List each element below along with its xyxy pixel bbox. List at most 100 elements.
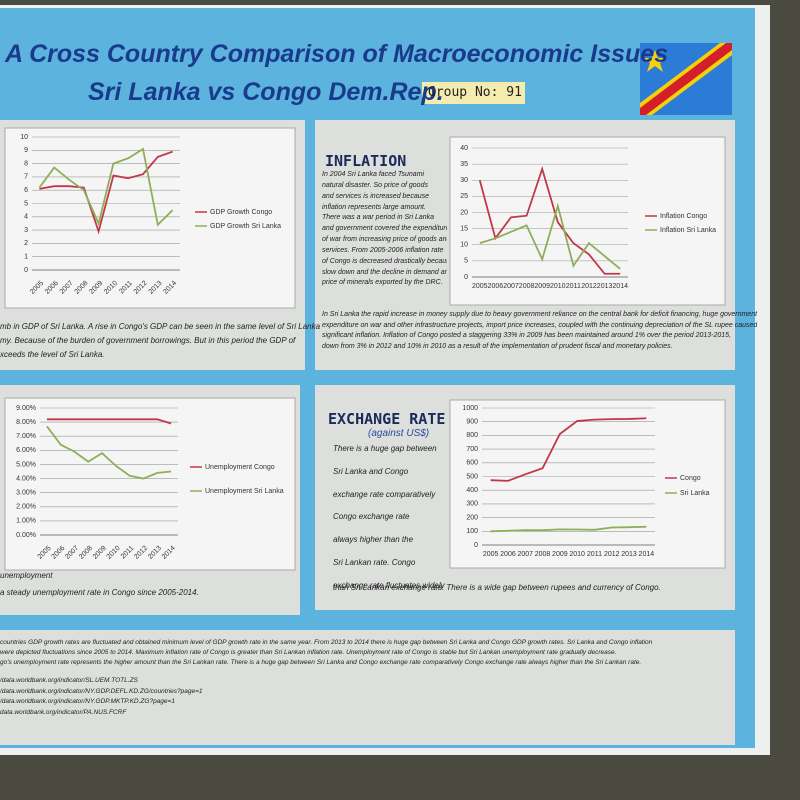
text-line: significant inflation. Inflation of Cong… xyxy=(322,332,732,339)
chart-box xyxy=(449,399,726,569)
text-line: of Congo is decreased drastically becaus… xyxy=(322,257,447,265)
subtitle: Sri Lanka vs Congo Dem.Rep. xyxy=(88,78,444,106)
y-tick-label: 5 xyxy=(24,200,28,207)
series-line xyxy=(46,418,172,425)
text-line: services. From 2005-2006 inflation rate xyxy=(322,246,444,254)
y-tick-label: 0 xyxy=(474,542,478,549)
chart-box xyxy=(4,127,296,309)
title: A Cross Country Comparison of Macroecono… xyxy=(5,40,669,68)
legend-label: Sri Lanka xyxy=(680,490,710,497)
text-line: down from 3% in 2012 and 10% in 2010 as … xyxy=(322,342,673,350)
series-line xyxy=(46,425,172,480)
legend-label: Inflation Congo xyxy=(660,213,707,220)
series-line xyxy=(490,525,647,533)
y-tick-label: 2.00% xyxy=(16,504,36,511)
y-tick-label: 6 xyxy=(24,187,28,194)
y-tick-label: 7.00% xyxy=(16,433,36,440)
x-tick-label: 2011 xyxy=(566,283,581,290)
text-block: mb in GDP of Sri Lanka. A rise in Congo'… xyxy=(0,320,320,362)
y-tick-label: 0 xyxy=(24,267,28,274)
x-tick-label: 2005 xyxy=(483,551,499,558)
x-tick-label: 2006 xyxy=(500,551,516,558)
text-line: Congo exchange rate xyxy=(333,512,410,522)
y-tick-label: 4.00% xyxy=(16,475,36,482)
x-tick-label: 2010 xyxy=(550,283,566,290)
text-line: unemployment xyxy=(0,571,53,580)
text-line: /data.worldbank.org/indicator/SL.UEM.TOT… xyxy=(0,677,138,684)
y-tick-label: 5.00% xyxy=(16,461,36,468)
x-tick-label: 2012 xyxy=(581,283,597,290)
text-line: Sri Lanka and Congo xyxy=(333,466,409,476)
text-block: There is a huge gap between Sri Lanka and… xyxy=(333,438,445,598)
y-tick-label: 2 xyxy=(24,240,28,247)
text-line: my. Because of the burden of government … xyxy=(0,336,296,345)
x-tick-label: 2013 xyxy=(597,283,613,290)
text-line: always higher than the xyxy=(333,535,414,545)
y-tick-label: 4 xyxy=(24,214,28,221)
y-tick-label: 300 xyxy=(466,501,478,508)
legend-label: Congo xyxy=(680,475,701,482)
legend-label: Inflation Sri Lanka xyxy=(660,227,716,234)
text-block: countries GDP growth rates are fluctuate… xyxy=(0,638,730,667)
group-label: Group No: 91 xyxy=(428,85,522,100)
text-line: xceeds the level of Sri Lanka. xyxy=(0,350,105,359)
text-line: a steady unemployment rate in Congo sinc… xyxy=(0,587,199,597)
y-tick-label: 500 xyxy=(466,473,478,480)
y-tick-label: 5 xyxy=(464,258,468,265)
group-box xyxy=(422,82,525,104)
x-tick-label: 2013 xyxy=(621,551,637,558)
series-line xyxy=(478,165,621,275)
y-tick-label: 1.00% xyxy=(16,518,36,525)
text-line: countries GDP growth rates are fluctuate… xyxy=(0,639,653,646)
y-tick-label: 200 xyxy=(466,514,478,521)
text-block: than Sri Lankan exchange rate. There is … xyxy=(333,582,661,594)
text-line: /data.worldbank.org/indicator/NY.GDP.DEF… xyxy=(0,687,203,695)
text-line: than Sri Lankan exchange rate. There is … xyxy=(333,583,661,592)
y-tick-label: 400 xyxy=(466,487,478,494)
series-line xyxy=(38,147,174,227)
y-tick-label: 1 xyxy=(24,254,28,261)
x-tick-label: 2006 xyxy=(488,283,504,290)
text-line: Sri Lankan rate. Congo xyxy=(333,557,416,567)
x-tick-label: 2014 xyxy=(639,551,655,558)
y-tick-label: 8 xyxy=(24,160,28,167)
x-tick-label: 2014 xyxy=(612,283,628,290)
chart-box xyxy=(4,397,296,571)
text-line: In 2004 Sri Lanka faced Tsunami xyxy=(322,171,425,178)
y-tick-label: 25 xyxy=(460,193,468,200)
y-tick-label: 9.00% xyxy=(16,405,36,412)
text-line: /data.worldbank.org/indicator/NY.GDP.MKT… xyxy=(0,698,175,706)
legend-label: GDP Growth Sri Lanka xyxy=(210,223,281,230)
text-line: price of minerals exported by the DRC. xyxy=(322,279,443,287)
text-line: There was a war period in Sri Lanka xyxy=(322,214,435,222)
text-line: expenditure on war and other infrastruct… xyxy=(322,321,758,329)
y-tick-label: 700 xyxy=(466,446,478,453)
text-block: In Sri Lanka the rapid increase in money… xyxy=(322,310,757,352)
y-tick-label: 9 xyxy=(24,147,28,154)
panel xyxy=(0,630,735,745)
y-tick-label: 40 xyxy=(460,145,468,152)
legend-label: GDP Growth Congo xyxy=(210,209,272,216)
text-line: inflation represents large amount. xyxy=(322,203,426,211)
flag xyxy=(640,43,732,115)
series-line xyxy=(39,150,173,235)
x-tick-label: 2009 xyxy=(534,283,550,290)
y-tick-label: 3.00% xyxy=(16,490,36,497)
text-line: go's unemployment rate represents the hi… xyxy=(0,658,642,666)
text-line: In Sri Lanka the rapid increase in money… xyxy=(322,311,758,318)
y-tick-label: 1000 xyxy=(462,405,478,412)
text-line: mb in GDP of Sri Lanka. A rise in Congo'… xyxy=(0,322,321,331)
text-line: slow down and the decline in demand and xyxy=(322,268,447,276)
text-block: In 2004 Sri Lanka faced Tsunami natural d… xyxy=(322,170,447,289)
section-heading: EXCHANGE RATE xyxy=(328,410,446,428)
x-tick-label: 2005 xyxy=(472,283,488,290)
x-tick-label: 2008 xyxy=(519,283,535,290)
y-tick-label: 20 xyxy=(460,209,468,216)
text-line: exchange rate comparatively xyxy=(333,489,436,499)
y-tick-label: 600 xyxy=(466,460,478,467)
y-tick-label: 800 xyxy=(466,432,478,439)
y-tick-label: 100 xyxy=(466,528,478,535)
y-tick-label: 8.00% xyxy=(16,419,36,426)
y-tick-label: 30 xyxy=(460,177,468,184)
